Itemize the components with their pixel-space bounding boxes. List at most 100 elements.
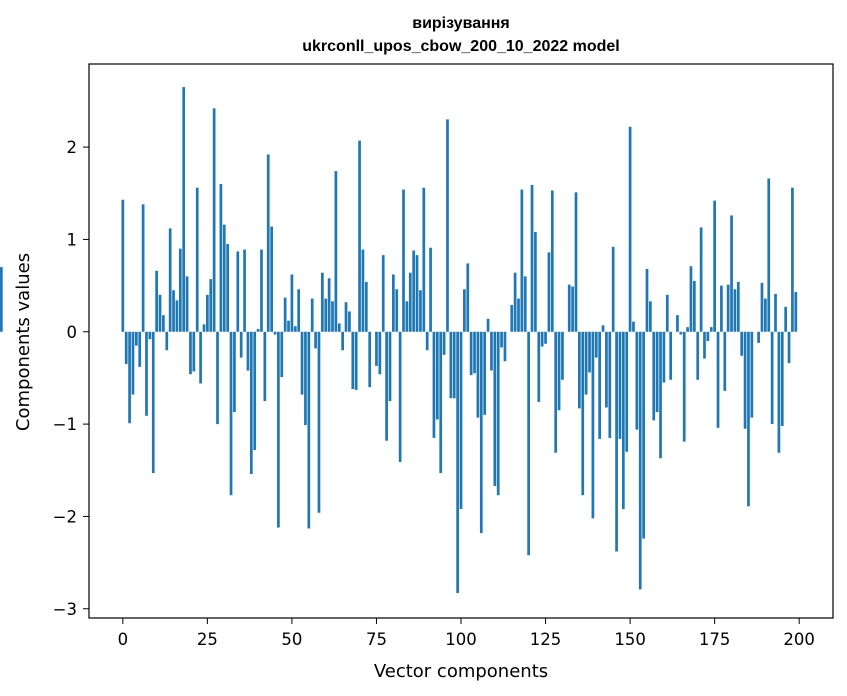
x-tick-label: 200 bbox=[783, 630, 815, 649]
bar-132 bbox=[567, 284, 571, 332]
bar-166 bbox=[682, 331, 686, 442]
bar-134 bbox=[574, 192, 578, 332]
bar-144 bbox=[608, 331, 612, 438]
bar-9 bbox=[151, 331, 155, 474]
y-tick-label: 0 bbox=[67, 323, 78, 342]
bar-42 bbox=[263, 331, 267, 402]
bar-157 bbox=[652, 331, 656, 421]
bar-55 bbox=[307, 331, 311, 529]
bar-128 bbox=[554, 331, 558, 453]
chart-title-line-2: ukrconll_upos_cbow_200_10_2022 model bbox=[302, 38, 619, 55]
bar-22 bbox=[195, 187, 199, 332]
plot-frame bbox=[88, 63, 834, 619]
bar-67 bbox=[348, 311, 351, 332]
y-tick-label: −2 bbox=[53, 507, 77, 526]
bar-186 bbox=[750, 331, 754, 418]
bar-147 bbox=[618, 331, 622, 439]
bar-28 bbox=[216, 331, 219, 425]
bar-99 bbox=[456, 331, 459, 594]
bar-52 bbox=[297, 289, 301, 332]
bar-113 bbox=[503, 331, 507, 362]
x-tick-label: 50 bbox=[281, 630, 302, 649]
bar-124 bbox=[540, 331, 544, 347]
bar-198 bbox=[791, 187, 794, 332]
y-tick-label: −1 bbox=[53, 415, 77, 434]
bar-93 bbox=[435, 331, 439, 420]
bar-126 bbox=[547, 252, 551, 332]
bar-8 bbox=[148, 331, 152, 340]
bar-116 bbox=[513, 272, 517, 332]
bar-32 bbox=[229, 331, 233, 496]
bar-75 bbox=[375, 331, 378, 366]
bar-47 bbox=[280, 331, 284, 378]
bar-130 bbox=[561, 331, 564, 380]
bar-162 bbox=[669, 331, 673, 380]
bar-39 bbox=[253, 331, 257, 450]
bar-95 bbox=[442, 331, 446, 355]
bar-63 bbox=[334, 171, 338, 332]
bar-2 bbox=[128, 331, 131, 424]
bar-125 bbox=[544, 331, 547, 344]
x-tick-label: 150 bbox=[614, 630, 646, 649]
bar-40 bbox=[256, 329, 260, 332]
bar-6 bbox=[141, 204, 145, 332]
bar-5 bbox=[138, 331, 142, 367]
bar-141 bbox=[598, 331, 602, 439]
bar-85 bbox=[408, 272, 412, 332]
bar-152 bbox=[635, 331, 639, 430]
bar-140 bbox=[594, 331, 598, 358]
bar-14 bbox=[168, 228, 172, 332]
bar-33 bbox=[233, 331, 236, 413]
bar-35 bbox=[239, 331, 243, 358]
x-tick-label: 25 bbox=[197, 630, 218, 649]
bar-71 bbox=[361, 249, 365, 332]
bar-195 bbox=[780, 331, 784, 426]
bar-10 bbox=[155, 270, 158, 332]
bar-98 bbox=[452, 331, 456, 399]
bar-83 bbox=[402, 189, 405, 332]
bar-91 bbox=[429, 247, 432, 332]
bar-136 bbox=[581, 331, 585, 496]
bar-156 bbox=[649, 301, 652, 332]
bar-135 bbox=[578, 331, 581, 409]
bar-34 bbox=[236, 251, 240, 332]
bar-138 bbox=[588, 331, 591, 373]
bar-106 bbox=[479, 331, 483, 534]
bar-118 bbox=[520, 189, 524, 332]
bar-108 bbox=[486, 318, 490, 332]
bar-26 bbox=[209, 279, 213, 332]
bar-series bbox=[0, 87, 798, 594]
bar-182 bbox=[736, 281, 740, 332]
bar-72 bbox=[364, 281, 368, 332]
bar-158 bbox=[655, 331, 659, 413]
x-axis-label: Vector components bbox=[374, 661, 548, 682]
bar-123 bbox=[537, 331, 541, 402]
bar-188 bbox=[757, 331, 760, 343]
bar-102 bbox=[466, 263, 470, 332]
bar-82 bbox=[398, 331, 402, 462]
bar-169 bbox=[692, 280, 696, 332]
bar-46 bbox=[277, 331, 280, 528]
bar-76 bbox=[378, 331, 382, 375]
bar-90 bbox=[425, 331, 429, 351]
bar-112 bbox=[500, 331, 503, 348]
bar-27 bbox=[212, 108, 216, 332]
bar-57 bbox=[314, 331, 317, 349]
bar-183 bbox=[740, 331, 744, 356]
bar-107 bbox=[483, 331, 487, 415]
bar-146 bbox=[615, 331, 618, 552]
bar-190 bbox=[764, 298, 767, 332]
chart-title-line-1: вирізування bbox=[412, 15, 510, 32]
bar-119 bbox=[523, 276, 527, 332]
bar-49 bbox=[287, 320, 290, 332]
y-tick-label: 2 bbox=[67, 138, 78, 157]
bar-164 bbox=[676, 315, 679, 332]
bar-172 bbox=[703, 331, 706, 359]
bar-36 bbox=[243, 249, 246, 332]
bar-51 bbox=[293, 326, 297, 332]
bar-38 bbox=[249, 331, 253, 474]
bar-37 bbox=[246, 331, 250, 371]
bar-148 bbox=[621, 331, 625, 510]
bar-143 bbox=[605, 331, 608, 408]
bar-173 bbox=[706, 331, 710, 341]
